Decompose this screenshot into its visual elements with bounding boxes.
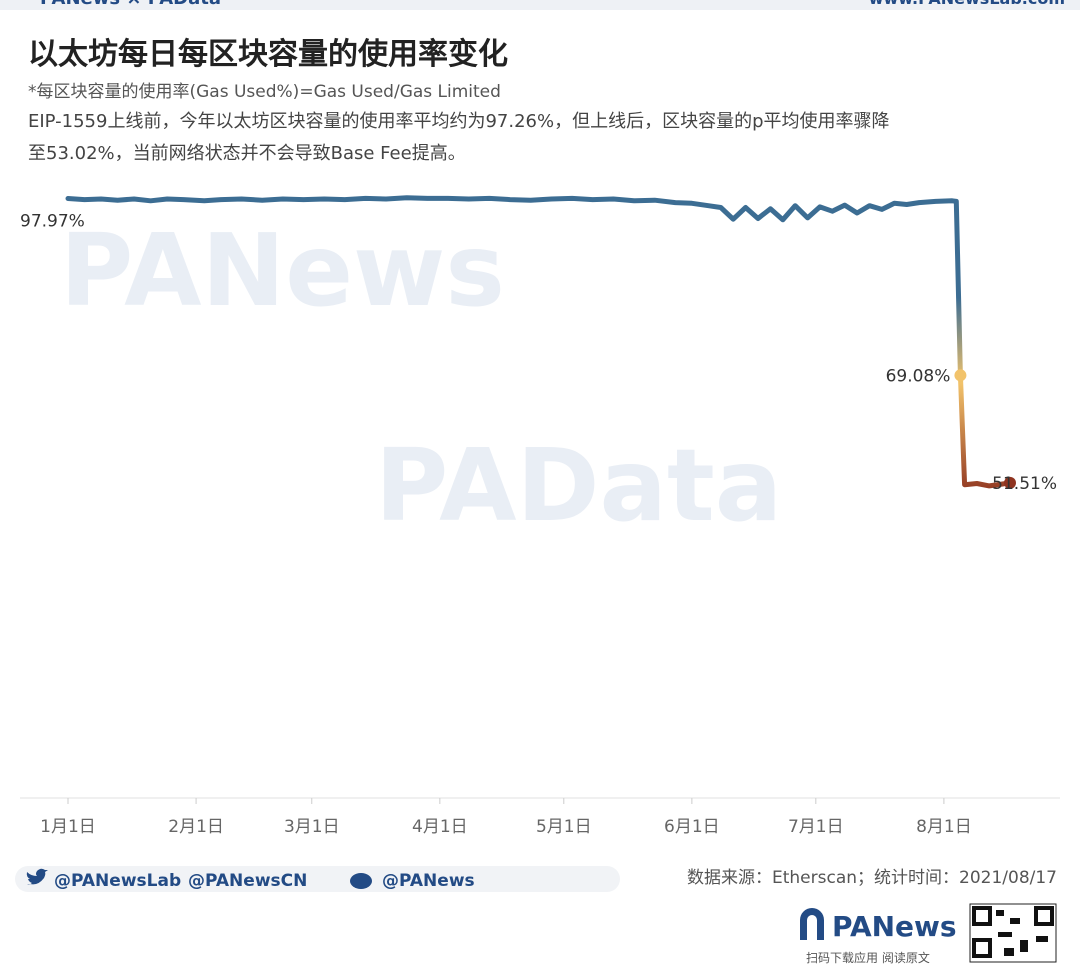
data-point: [1004, 476, 1016, 489]
plot: 1月1日 2月1日 3月1日 4月1日 5月1日 6月1日 7月1日 8月1日 97.97% 69…: [20, 195, 1057, 837]
logo-icon: [800, 908, 824, 940]
weibo-icon: [350, 873, 372, 889]
twitter-icon: [26, 868, 48, 885]
header-site: www.PANewsLab.com: [869, 0, 1065, 8]
x-tick-label: 6月1日: [664, 817, 720, 837]
header-bar: [0, 0, 1080, 10]
footer-twitter: @PANewsLab: [54, 871, 181, 891]
footer-bar: [15, 866, 620, 892]
line: [65, 195, 1013, 489]
x-tick-label: 3月1日: [284, 817, 340, 837]
data-label: 97.97%: [20, 212, 85, 232]
data-label: 69.08%: [886, 366, 951, 386]
footer-weibo: @PANews: [382, 871, 475, 891]
data-point: [954, 369, 967, 382]
x-tick-label: 4月1日: [412, 817, 468, 837]
x-tick-label: 7月1日: [788, 817, 844, 837]
header-brand: PANews × PAData: [40, 0, 221, 9]
data-label: 51.51%: [992, 474, 1057, 494]
x-tick-label: 1月1日: [40, 817, 96, 837]
footer-source: 数据来源：Etherscan；统计时间：2021/08/17: [687, 868, 1057, 888]
qr-code: [969, 903, 1057, 963]
watermark: PANews: [60, 212, 505, 329]
footer-logo: PANews: [832, 910, 957, 943]
x-tick-label: 5月1日: [536, 817, 592, 837]
watermarks: PANews PAData: [60, 212, 782, 544]
footer-qr-caption: 扫码下载应用 阅读原文: [806, 950, 930, 964]
footer-twitter-cn: @PANewsCN: [188, 871, 307, 891]
description: 至53.02%，当前网络状态并不会导致Base Fee提高。: [28, 143, 466, 164]
x-tick-label: 2月1日: [168, 817, 224, 837]
description: EIP-1559上线前，今年以太坊区块容量的使用率平均约为97.26%，但上线后…: [28, 111, 890, 132]
chart-subtitle: *每区块容量的使用率(Gas Used%)=Gas Used/Gas Limit…: [28, 81, 501, 102]
x-tick-label: 8月1日: [916, 817, 972, 837]
watermark: PAData: [375, 427, 782, 544]
chart-title: 以太坊每日每区块容量的使用率变化: [28, 37, 508, 72]
